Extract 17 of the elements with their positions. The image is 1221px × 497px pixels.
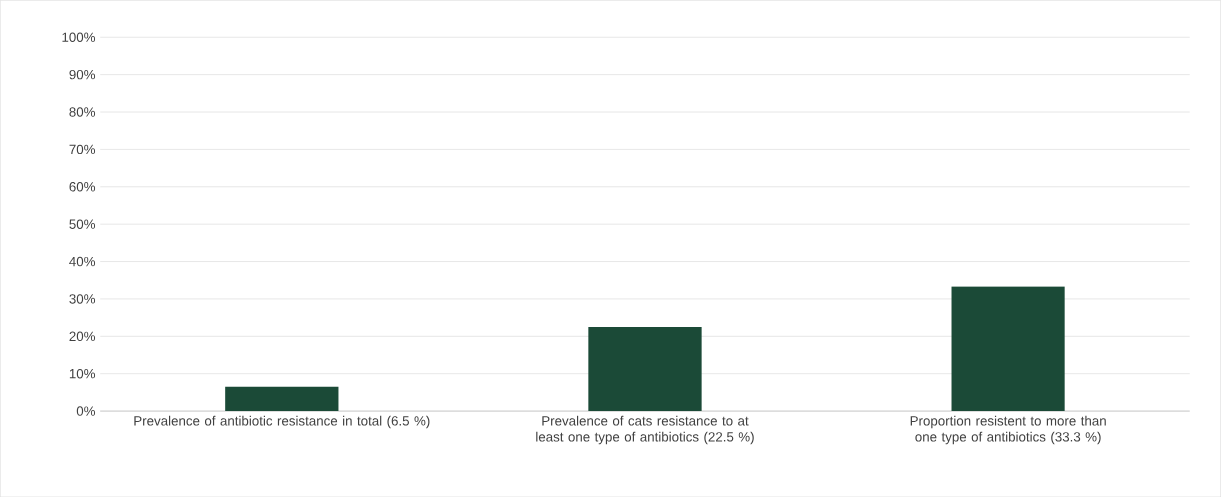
bar — [225, 386, 339, 411]
bar — [951, 286, 1065, 411]
y-tick-label: 90% — [69, 69, 96, 80]
y-tick-label: 70% — [69, 144, 96, 154]
y-tick-label: 60% — [69, 181, 96, 192]
x-tick-label: Prevalence of cats resistance to at least one type of antibiotics (22.5 %) — [536, 415, 754, 445]
y-tick-label: 0% — [76, 406, 96, 416]
x-tick-label: Prevalence of antibiotic resistance in total (6.5 %) — [134, 415, 430, 429]
y-tick-label: 100% — [62, 32, 96, 42]
y-tick-label: 10% — [69, 368, 96, 379]
y-tick-label: 20% — [69, 331, 96, 341]
y-tick-label: 50% — [69, 219, 96, 229]
y-tick-label: 40% — [69, 256, 96, 267]
x-tick-label: Proportion resistent to more than one type of antibiotics (33.3 %) — [910, 415, 1106, 445]
y-tick-label: 30% — [69, 294, 96, 304]
bar — [588, 326, 702, 411]
y-tick-label: 80% — [69, 107, 96, 117]
